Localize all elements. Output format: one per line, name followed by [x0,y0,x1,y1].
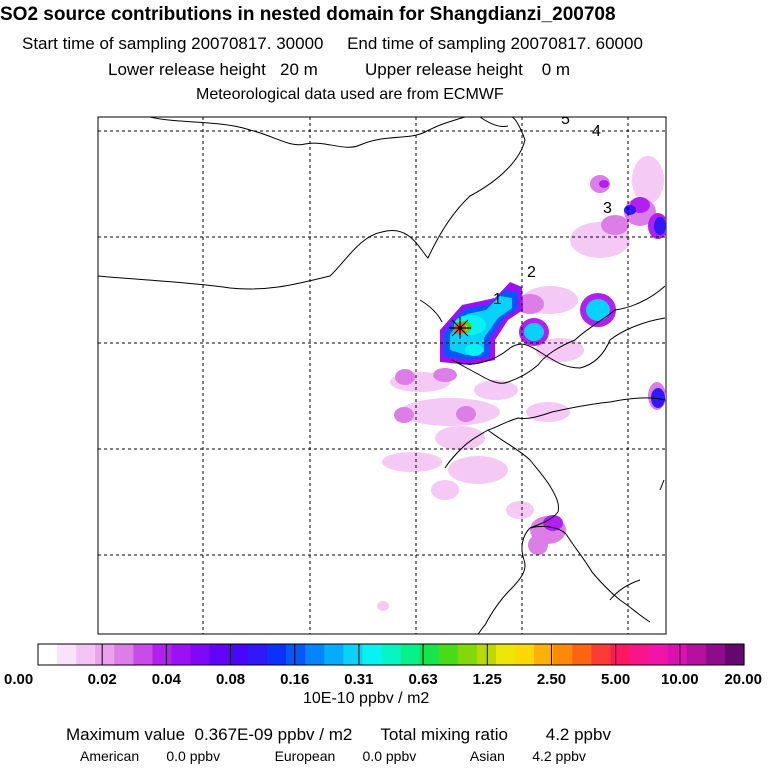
colorbar-swatch [438,644,459,665]
region-american-value: 0.0 ppbv [166,748,221,764]
colorbar-swatch [286,644,306,665]
colorbar-swatch [457,644,478,665]
colorbar-swatch [76,644,96,665]
colorbar-swatch [553,644,573,665]
sampling-times: Start time of sampling 20070817. 30000 E… [22,34,643,53]
colorbar-swatch [705,644,726,665]
colorbar-swatch [686,644,707,665]
max-value: 0.367E-09 ppbv / m2 [194,725,353,744]
colorbar-swatch [305,644,325,665]
colorbar-swatch [591,644,612,665]
colorbar-tick-label: 20.00 [724,671,762,688]
trajectory-labels: 1 2 3 4 5 [493,111,612,308]
colorbar-swatch [209,644,230,665]
colorbar-swatch [324,644,344,665]
colorbar-tick-label: 0.04 [152,671,182,688]
trajectory-label-1: 1 [493,291,502,308]
colorbar-tick-label: 0.00 [4,671,33,688]
colorbar-swatch [266,644,287,665]
colorbar-swatch [114,644,134,665]
receptor-marker-icon [449,317,471,339]
colorbar-swatch [572,644,592,665]
colorbar-tick-label: 1.25 [473,671,502,688]
colorbar-swatch [419,644,440,665]
colorbar-swatch [95,644,115,665]
colorbar-swatch [724,644,745,665]
trajectory-label-3: 3 [603,200,612,217]
colorbar-tick-label: 2.50 [537,671,566,688]
summary-line: Maximum value 0.367E-09 ppbv / m2 Total … [66,725,611,745]
colorbar-swatch [515,644,535,665]
colorbar-swatch [476,644,497,665]
colorbar-swatch [57,644,77,665]
graticule [98,117,666,634]
colorbar-swatch [38,644,58,665]
colorbar-tick-label: 0.31 [344,671,373,688]
region-breakdown: American 0.0 ppbv European 0.0 ppbv Asia… [80,748,586,764]
colorbar-swatch [667,644,688,665]
met-data-source: Meteorological data used are from ECMWF [196,86,504,103]
colorbar [37,643,745,666]
region-european-value: 0.0 ppbv [362,748,417,764]
release-heights: Lower release height 20 m Upper release … [108,60,571,79]
colorbar-tick-label: 5.00 [601,671,630,688]
colorbar-swatch [133,644,154,665]
chart-title: SO2 source contributions in nested domai… [0,4,616,25]
region-asian-label: Asian [469,748,505,764]
region-asian-value: 4.2 ppbv [532,748,586,764]
colorbar-unit: 10E-10 ppbv / m2 [303,690,430,707]
colorbar-tick-label: 0.63 [408,671,437,688]
colorbar-swatch [228,644,249,665]
trajectory-label-4: 4 [592,123,601,140]
colorbar-swatch [247,644,268,665]
colorbar-swatch [152,644,173,665]
colorbar-swatch [648,644,669,665]
trajectory-label-5: 5 [561,111,570,128]
colorbar-swatch [362,644,383,665]
colorbar-swatch [343,644,363,665]
map-frame [97,116,667,635]
coastlines [98,117,666,634]
colorbar-tick-label: 0.08 [216,671,245,688]
total-value: 4.2 ppbv [545,725,611,744]
colorbar-swatch [534,644,554,665]
colorbar-tick-label: 0.02 [88,671,117,688]
colorbar-swatch [171,644,192,665]
colorbar-swatch [190,644,211,665]
colorbar-swatch [610,644,631,665]
region-american-label: American [80,748,140,764]
colorbar-tick-label: 10.00 [661,671,699,688]
trajectory-label-2: 2 [527,264,536,281]
max-label: Maximum value [66,725,186,744]
colorbar-swatch [495,644,516,665]
total-label: Total mixing ratio [380,725,508,744]
colorbar-frame [37,643,745,666]
colorbar-swatch [629,644,650,665]
region-european-label: European [274,748,336,764]
colorbar-swatch [381,644,402,665]
colorbar-tick-labels: 0.00 0.02 0.04 0.08 0.16 0.31 0.63 1.25 2.50 5.00… [4,671,762,688]
colorbar-tick-label: 0.16 [280,671,309,688]
colorbar-swatch [400,644,421,665]
